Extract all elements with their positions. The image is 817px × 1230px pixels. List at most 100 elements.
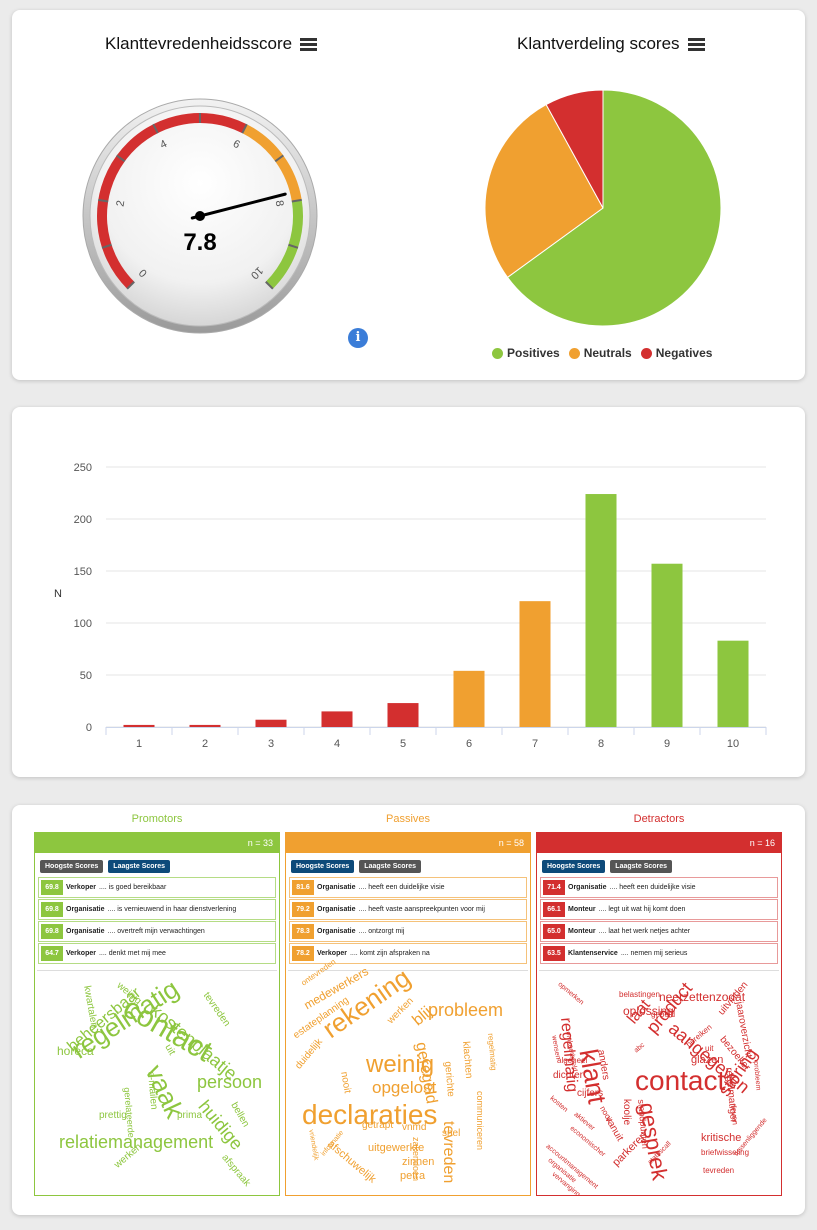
cloud-word[interactable]: zakendoen [411, 1137, 421, 1182]
legend-item-positives[interactable]: Positives [492, 346, 560, 360]
gauge-tick-label: 4 [158, 138, 169, 151]
gauge-tick [98, 198, 109, 203]
lowest-scores-button[interactable]: Laagste Scores [610, 860, 673, 873]
score-row: 69.8 Verkoper.... is goed bereikbaar [38, 877, 276, 898]
info-icon[interactable]: i [348, 328, 368, 348]
cloud-word[interactable]: declaraties [302, 1099, 438, 1130]
cloud-word[interactable]: e-mailen [145, 1070, 160, 1111]
cloud-word[interactable]: zinnen [402, 1156, 435, 1168]
cloud-word[interactable]: neerzettenzodat [659, 990, 746, 1004]
cloud-word[interactable]: kritische [701, 1132, 742, 1144]
pie-legend: Positives Neutrals Negatives [492, 346, 712, 360]
score-badge: 71.4 [543, 880, 565, 895]
cloud-word[interactable]: weinig [366, 1051, 435, 1078]
panel-count: n = 33 [35, 833, 279, 853]
cloud-word[interactable]: gerichte [442, 1060, 457, 1098]
bar-1[interactable] [123, 724, 155, 727]
cloud-word[interactable]: probleem [428, 1000, 504, 1020]
bar-6[interactable] [453, 670, 485, 727]
cloud-word[interactable]: horeca [57, 1044, 94, 1058]
cloud-word[interactable]: tevreden [200, 990, 233, 1029]
cloud-word[interactable]: afspraak [219, 1152, 253, 1189]
cloud-word[interactable]: opgelost [372, 1078, 437, 1097]
cloud-word[interactable]: belastingen [619, 990, 660, 999]
legend-label: Negatives [655, 346, 713, 360]
pie-slice-negatives[interactable] [545, 89, 604, 209]
cloud-word[interactable]: kwartalen [81, 984, 100, 1029]
cloud-word[interactable]: briefwisseling [701, 1148, 750, 1157]
cloud-word[interactable]: communiceren [475, 1091, 485, 1151]
x-tick-label: 10 [727, 738, 739, 750]
lowest-scores-button[interactable]: Laagste Scores [108, 860, 171, 873]
bar-4[interactable] [321, 711, 353, 727]
lowest-scores-button[interactable]: Laagste Scores [359, 860, 422, 873]
pie-menu-icon[interactable] [687, 37, 705, 51]
pie-slice-positives[interactable] [506, 89, 722, 327]
row-subject: Organisatie [317, 928, 356, 935]
bar-8[interactable] [585, 494, 617, 727]
cloud-word[interactable]: snel [442, 1128, 461, 1139]
bar-5[interactable] [387, 703, 419, 727]
cloud-word[interactable]: oplossing [623, 1004, 674, 1018]
cloud-word[interactable]: relatiemanagement [59, 1132, 214, 1152]
cloud-word[interactable]: kosten [548, 1095, 569, 1114]
bar-9[interactable] [651, 563, 683, 727]
cloud-word[interactable]: prima [177, 1110, 203, 1121]
cloud-word[interactable]: glazen [691, 1054, 724, 1066]
cloud-word[interactable]: persoon [197, 1072, 263, 1092]
cloud-word[interactable]: duidelijk [293, 1036, 325, 1072]
cloud-word[interactable]: economischer [568, 1125, 607, 1159]
legend-dot-icon [492, 347, 503, 359]
cloud-word[interactable]: koolje [621, 1099, 632, 1126]
score-row: 79.2 Organisatie.... heeft vaste aanspree… [289, 899, 527, 920]
bar-7[interactable] [519, 601, 551, 727]
score-badge: 65.0 [543, 924, 565, 939]
panel-promotors: n = 33 Hoogste Scores Laagste Scores 69.8 Ve… [34, 832, 280, 1196]
cloud-word[interactable]: petra [400, 1170, 426, 1182]
highest-scores-button[interactable]: Hoogste Scores [40, 860, 104, 873]
x-tick-label: 3 [268, 738, 274, 750]
cloud-word[interactable]: dichter [553, 1070, 584, 1081]
word-cloud: contact regelmatig vaak relatiemanagement ko… [37, 970, 277, 1195]
cloud-word[interactable]: probleem [752, 1061, 762, 1091]
panel-passives: n = 58 Hoogste Scores Laagste Scores 81.6 Or… [285, 832, 531, 1196]
cloud-word[interactable]: prettig [99, 1110, 127, 1121]
gauge-tick-label: 2 [114, 200, 127, 208]
bar-3[interactable] [255, 719, 287, 727]
y-tick-label: 100 [74, 618, 92, 630]
cloud-word[interactable]: opmerken [556, 981, 585, 1007]
cloud-word[interactable]: vriendelijk [307, 1129, 320, 1161]
gauge-tick [152, 123, 159, 134]
cloud-word[interactable]: cijfers [577, 1088, 604, 1099]
bar-2[interactable] [189, 724, 221, 727]
cloud-word[interactable]: algeheel [557, 1056, 588, 1065]
highest-scores-button[interactable]: Hoogste Scores [542, 860, 606, 873]
cloud-word[interactable]: nooit [598, 1104, 615, 1125]
bar-10[interactable] [717, 640, 749, 727]
cloud-word[interactable]: abc [633, 1041, 647, 1055]
cloud-word[interactable]: teven [729, 1104, 740, 1126]
y-tick-label: 150 [74, 566, 92, 578]
cloud-word[interactable]: regelmatig [486, 1032, 499, 1071]
legend-item-neutrals[interactable]: Neutrals [568, 346, 632, 360]
cloud-word[interactable]: nooit [338, 1070, 353, 1095]
legend-item-negatives[interactable]: Negatives [640, 346, 713, 360]
cloud-word[interactable]: vnmd [402, 1122, 427, 1133]
cloud-word[interactable]: contact [635, 1065, 726, 1096]
word-cloud: declaraties rekening weinig probleem opgelos… [288, 957, 528, 1195]
cloud-word[interactable]: uit [705, 1044, 714, 1053]
cloud-word[interactable]: gebeld [651, 1010, 676, 1019]
cloud-word[interactable]: uitgewerkte [368, 1142, 425, 1154]
row-statement: .... heeft vaste aanspreekpunten voor mi… [358, 906, 485, 913]
score-row: 78.2 Verkoper.... komt zijn afspraken na [289, 943, 527, 964]
x-tick-label: 9 [664, 738, 670, 750]
score-badge: 69.8 [41, 880, 63, 895]
pie-slice-neutrals[interactable] [484, 103, 604, 279]
cloud-word[interactable]: getrapt [362, 1120, 394, 1131]
highest-scores-button[interactable]: Hoogste Scores [291, 860, 355, 873]
score-row: 63.5 Klantenservice.... nemen mij serieus [540, 943, 778, 964]
gauge-menu-icon[interactable] [300, 37, 318, 51]
cloud-word[interactable]: tevreden [703, 1166, 735, 1175]
cloud-word[interactable]: klachten [460, 1040, 475, 1079]
y-tick-label: 50 [80, 670, 92, 682]
